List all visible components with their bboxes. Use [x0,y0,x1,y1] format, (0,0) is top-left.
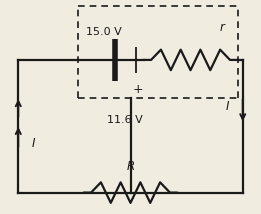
Text: 15.0 V: 15.0 V [86,27,122,37]
Text: I: I [226,101,230,113]
Text: +: + [133,83,144,96]
Text: R: R [126,160,135,173]
Text: I: I [31,137,35,150]
Text: r: r [220,21,224,34]
Text: 11.6 V: 11.6 V [108,115,143,125]
